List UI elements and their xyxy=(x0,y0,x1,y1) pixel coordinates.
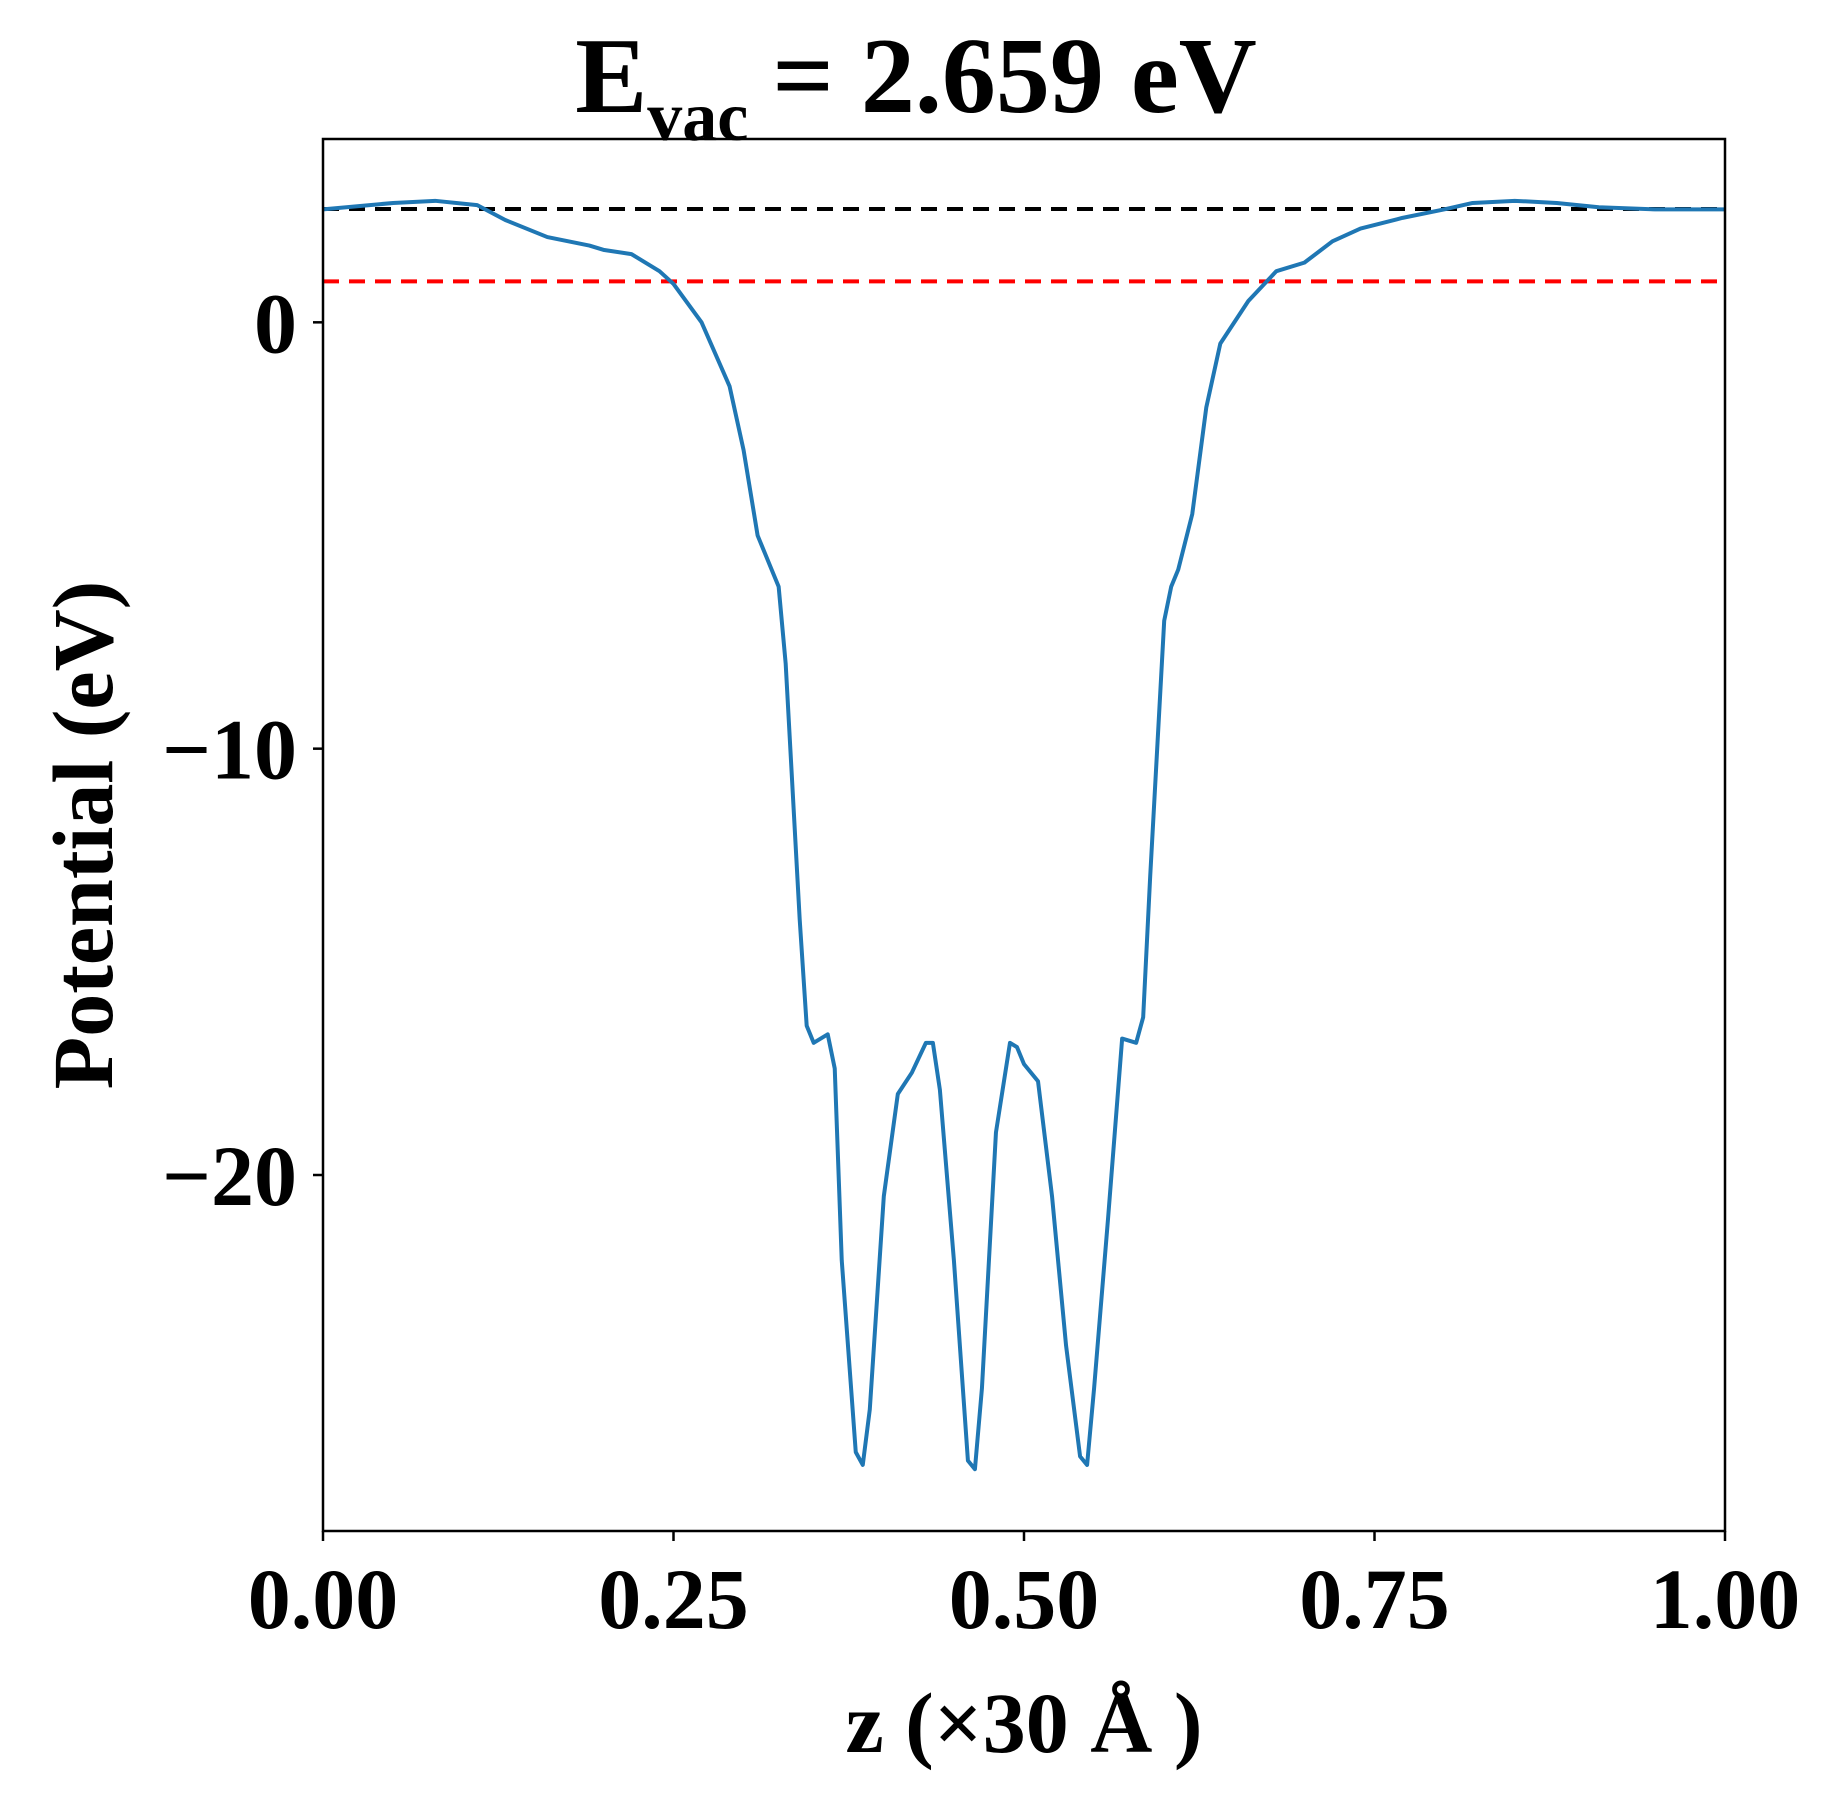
chart-title: Evac = 2.659 eV xyxy=(575,17,1257,156)
title-sub: vac xyxy=(647,79,748,156)
x-tick-label: 0.50 xyxy=(949,1551,1100,1647)
title-rest: = 2.659 eV xyxy=(772,17,1256,136)
x-tick-label: 0.00 xyxy=(248,1551,399,1647)
data-line xyxy=(322,198,1725,1472)
x-axis-label: z (×30 Å ) xyxy=(845,1675,1202,1771)
y-axis-label: Potential (eV) xyxy=(35,581,131,1090)
y-tick-label: −10 xyxy=(162,702,297,798)
plot-frame xyxy=(321,137,1727,1533)
x-tick-label: 1.00 xyxy=(1650,1551,1801,1647)
x-tick-label: 0.25 xyxy=(598,1551,749,1647)
y-tick-label: 0 xyxy=(254,275,297,371)
y-tick-label: −20 xyxy=(162,1128,297,1224)
x-tick-label: 0.75 xyxy=(1299,1551,1450,1647)
title-main: E xyxy=(575,17,647,136)
